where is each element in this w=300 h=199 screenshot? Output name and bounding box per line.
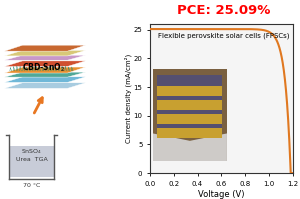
Text: PCE: 25.09%: PCE: 25.09% [177, 4, 270, 17]
Polygon shape [4, 61, 85, 66]
Text: CBD-SnO$_2$: CBD-SnO$_2$ [22, 62, 66, 74]
Text: Urea  TGA: Urea TGA [16, 157, 47, 162]
Polygon shape [4, 77, 85, 82]
Polygon shape [4, 50, 85, 56]
Polygon shape [4, 83, 85, 88]
Polygon shape [4, 45, 85, 51]
Y-axis label: Current density (mA/cm²): Current density (mA/cm²) [124, 54, 132, 143]
X-axis label: Voltage (V): Voltage (V) [198, 189, 244, 199]
Polygon shape [4, 67, 85, 73]
Text: Flexible perovskite solar cells (FPSCs): Flexible perovskite solar cells (FPSCs) [158, 33, 290, 39]
Text: SnSO$_4$: SnSO$_4$ [21, 147, 42, 156]
Polygon shape [4, 55, 85, 60]
Text: 70 °C: 70 °C [23, 182, 40, 188]
Polygon shape [9, 146, 54, 177]
Polygon shape [4, 72, 85, 77]
